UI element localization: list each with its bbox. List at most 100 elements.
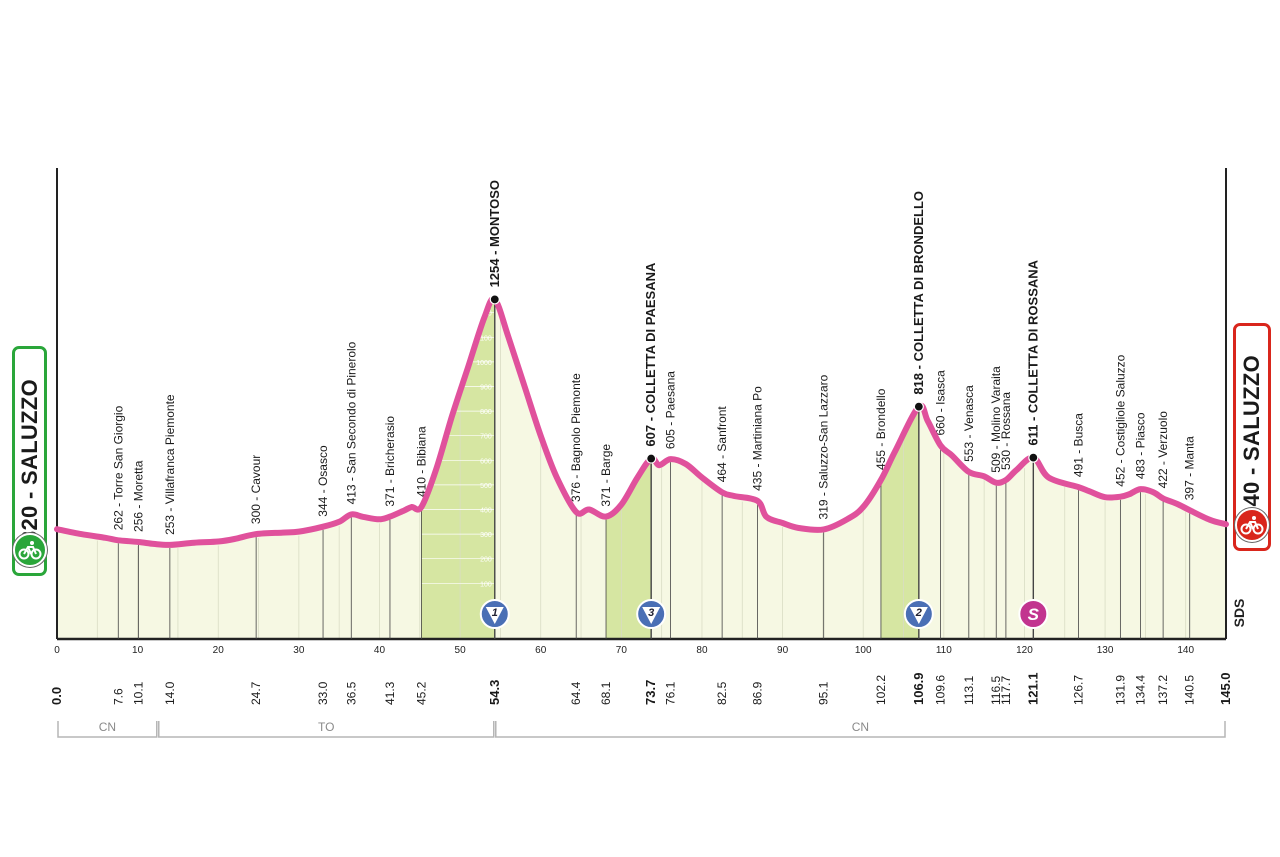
altitude-scale-label-300: 300 [480, 532, 492, 539]
km-label-27: 137.2 [1156, 675, 1170, 705]
km-label-8: 45.2 [414, 681, 428, 705]
place-label-14: 435 - Martiniana Po [751, 386, 765, 491]
km-label-16: 95.1 [817, 681, 831, 705]
elevation-profile-line [54, 295, 1229, 548]
x-tick-label-80: 80 [696, 645, 708, 656]
x-tick-label-90: 90 [777, 645, 789, 656]
altitude-scale-label-800: 800 [480, 409, 492, 416]
place-label-23: 491 - Busca [1071, 413, 1085, 477]
x-tick-label-20: 20 [213, 645, 225, 656]
x-tick-label-30: 30 [293, 645, 305, 656]
place-label-25: 483 - Piasco [1134, 412, 1148, 479]
place-label-11: 607 - COLLETTA DI PAESANA [643, 262, 658, 447]
km-label-29: 145.0 [1218, 672, 1233, 705]
sprint-label: S [1028, 605, 1040, 624]
altitude-scale-label-900: 900 [480, 385, 492, 392]
place-label-3: 300 - Cavour [249, 455, 263, 524]
km-label-28: 140.5 [1183, 675, 1197, 705]
summit-dot-0 [489, 294, 500, 305]
province-label-1: TO [318, 720, 334, 734]
altitude-scale-label-100: 100 [480, 581, 492, 588]
x-tick-label-40: 40 [374, 645, 386, 656]
km-label-5: 33.0 [316, 681, 330, 705]
province-bracket-0 [57, 721, 158, 738]
place-label-1: 256 - Moretta [131, 460, 145, 532]
gpm-category-label-2: 3 [648, 607, 654, 619]
km-label-18: 106.9 [911, 672, 926, 705]
sds-side-label: SDS [1231, 598, 1247, 628]
altitude-scale-label-1100: 1100 [477, 335, 492, 342]
km-label-21: 116.5 [989, 676, 1003, 705]
x-tick-label-10: 10 [132, 645, 144, 656]
km-label-20: 113.1 [962, 676, 976, 705]
cyclist-finish-icon [1235, 508, 1269, 542]
altitude-scale-label-700: 700 [480, 434, 492, 441]
km-label-12: 73.7 [643, 680, 658, 705]
place-label-2: 253 - Villafranca Piemonte [163, 394, 177, 535]
km-label-9: 54.3 [487, 680, 502, 705]
province-label-2: CN [852, 720, 869, 734]
altitude-scale-label-400: 400 [480, 508, 492, 515]
start-badge: 320 - SALUZZO [12, 346, 47, 576]
km-label-26: 134.4 [1134, 675, 1148, 705]
x-tick-label-120: 120 [1016, 645, 1033, 656]
x-tick-label-140: 140 [1177, 645, 1194, 656]
altitude-scale-label-200: 200 [480, 557, 492, 564]
km-label-19: 109.6 [934, 675, 948, 705]
km-label-23: 121.1 [1025, 672, 1040, 705]
x-tick-label-70: 70 [616, 645, 628, 656]
place-label-17: 818 - COLLETTA DI BRONDELLO [911, 191, 926, 395]
place-label-4: 344 - Osasco [316, 445, 330, 517]
province-bracket-1 [158, 721, 495, 738]
place-label-6: 371 - Bricherasio [383, 416, 397, 507]
km-label-24: 126.7 [1071, 675, 1085, 705]
place-label-27: 397 - Manta [1183, 436, 1197, 500]
province-bracket-2 [495, 721, 1226, 738]
x-tick-label-50: 50 [455, 645, 467, 656]
x-tick-label-60: 60 [535, 645, 547, 656]
x-tick-label-100: 100 [855, 645, 872, 656]
x-tick-label-130: 130 [1097, 645, 1114, 656]
cyclist-icon [12, 533, 47, 567]
km-label-14: 82.5 [715, 681, 729, 705]
gpm-category-label-3: 2 [915, 607, 922, 619]
km-label-0: 0.0 [49, 687, 64, 705]
place-label-22: 611 - COLLETTA DI ROSSANA [1025, 259, 1040, 445]
summit-dot-1 [646, 453, 657, 464]
finish-badge-label: 340 - SALUZZO [1239, 354, 1264, 520]
summit-dot-3 [1028, 452, 1039, 463]
place-label-18: 660 - Isasca [934, 370, 948, 436]
place-label-16: 455 - Brondello [874, 388, 888, 470]
place-label-0: 262 - Torre San Giorgio [111, 405, 125, 530]
profile-area [57, 298, 1226, 639]
km-label-4: 24.7 [249, 681, 263, 705]
place-label-5: 413 - San Secondo di Pinerolo [344, 341, 358, 504]
place-label-13: 464 - Sanfront [715, 406, 729, 483]
km-label-17: 102.2 [874, 675, 888, 705]
x-tick-label-110: 110 [936, 645, 952, 656]
summit-dot-2 [913, 401, 924, 412]
altitude-scale-label-600: 600 [480, 458, 492, 465]
km-label-2: 10.1 [131, 681, 145, 705]
gpm-triangle-3 [909, 607, 928, 624]
km-label-25: 131.9 [1113, 675, 1127, 705]
place-label-26: 422 - Verzuolo [1156, 411, 1170, 489]
place-label-19: 553 - Venasca [962, 385, 976, 462]
finish-badge: 340 - SALUZZO [1233, 323, 1271, 551]
place-label-7: 410 - Bibiana [414, 426, 428, 497]
gpm-category-label-1: 1 [492, 607, 498, 619]
place-label-8: 1254 - MONTOSO [487, 180, 502, 287]
gpm-triangle-2 [642, 607, 661, 624]
place-label-12: 605 - Paesana [664, 371, 678, 449]
km-label-6: 36.5 [344, 681, 358, 705]
km-label-15: 86.9 [751, 681, 765, 705]
place-label-9: 376 - Bagnolo Piemonte [569, 373, 583, 502]
place-label-10: 371 - Barge [599, 444, 613, 507]
place-label-15: 319 - Saluzzo-San Lazzaro [817, 374, 831, 519]
altitude-scale-label-1000: 1000 [476, 360, 492, 367]
gpm-triangle-1 [485, 607, 504, 624]
start-badge-label: 320 - SALUZZO [16, 378, 42, 544]
place-label-24: 452 - Costigliole Saluzzo [1113, 354, 1127, 486]
